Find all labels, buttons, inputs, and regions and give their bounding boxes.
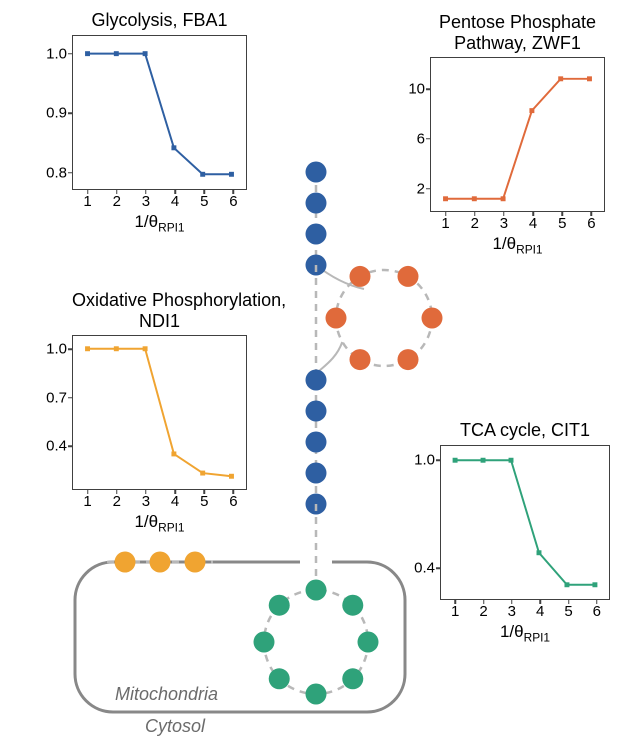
ytick-label: 6 bbox=[417, 130, 431, 147]
oxphos-plot: 1234560.40.71.0 bbox=[72, 335, 247, 490]
xtick-label: 5 bbox=[558, 211, 566, 232]
tca-title: TCA cycle, CIT1 bbox=[440, 420, 610, 441]
glycolysis-line bbox=[73, 36, 246, 189]
tca-xlabel: 1/θRPI1 bbox=[500, 622, 550, 644]
xtick-label: 1 bbox=[83, 489, 91, 510]
ytick-label: 1.0 bbox=[46, 341, 73, 358]
glycolysis-chart: Glycolysis, FBA1 1234560.80.91.0 1/θRPI1 bbox=[72, 10, 247, 190]
ppp-title: Pentose Phosphate Pathway, ZWF1 bbox=[430, 12, 605, 53]
xtick-label: 6 bbox=[587, 211, 595, 232]
oxphos-line bbox=[73, 336, 246, 489]
xtick-label: 4 bbox=[171, 189, 179, 210]
xtick-label: 4 bbox=[529, 211, 537, 232]
xtick-label: 5 bbox=[200, 189, 208, 210]
cytosol-label: Cytosol bbox=[145, 716, 205, 737]
ytick-label: 0.4 bbox=[46, 438, 73, 455]
xtick-label: 3 bbox=[142, 189, 150, 210]
ytick-label: 0.8 bbox=[46, 164, 73, 181]
mitochondria-label: Mitochondria bbox=[115, 684, 218, 705]
ytick-label: 1.0 bbox=[46, 45, 73, 62]
xtick-label: 3 bbox=[500, 211, 508, 232]
ppp-xlabel: 1/θRPI1 bbox=[492, 234, 542, 256]
xtick-label: 1 bbox=[451, 599, 459, 620]
figure-stage: Glycolysis, FBA1 1234560.80.91.0 1/θRPI1… bbox=[0, 0, 637, 744]
xtick-label: 2 bbox=[479, 599, 487, 620]
ppp-plot: 1234562610 bbox=[430, 57, 605, 212]
xtick-label: 3 bbox=[508, 599, 516, 620]
ytick-label: 10 bbox=[408, 81, 431, 98]
xtick-label: 6 bbox=[229, 489, 237, 510]
xtick-label: 2 bbox=[471, 211, 479, 232]
xtick-label: 6 bbox=[229, 189, 237, 210]
ytick-label: 0.4 bbox=[414, 560, 441, 577]
xtick-label: 1 bbox=[83, 189, 91, 210]
xtick-label: 2 bbox=[113, 189, 121, 210]
ytick-label: 2 bbox=[417, 180, 431, 197]
xtick-label: 1 bbox=[441, 211, 449, 232]
oxphos-chart: Oxidative Phosphorylation, NDI1 1234560.… bbox=[72, 290, 247, 490]
oxphos-xlabel: 1/θRPI1 bbox=[134, 512, 184, 534]
glycolysis-xlabel: 1/θRPI1 bbox=[134, 212, 184, 234]
tca-line bbox=[441, 446, 609, 599]
ytick-label: 0.7 bbox=[46, 389, 73, 406]
xtick-label: 3 bbox=[142, 489, 150, 510]
glycolysis-plot: 1234560.80.91.0 bbox=[72, 35, 247, 190]
tca-plot: 1234560.41.0 bbox=[440, 445, 610, 600]
xtick-label: 5 bbox=[200, 489, 208, 510]
oxphos-title: Oxidative Phosphorylation, NDI1 bbox=[72, 290, 247, 331]
xtick-label: 6 bbox=[593, 599, 601, 620]
ppp-line bbox=[431, 58, 604, 211]
xtick-label: 5 bbox=[564, 599, 572, 620]
tca-chart: TCA cycle, CIT1 1234560.41.0 1/θRPI1 bbox=[440, 420, 610, 600]
xtick-label: 4 bbox=[171, 489, 179, 510]
xtick-label: 2 bbox=[113, 489, 121, 510]
ytick-label: 0.9 bbox=[46, 105, 73, 122]
xtick-label: 4 bbox=[536, 599, 544, 620]
ppp-chart: Pentose Phosphate Pathway, ZWF1 12345626… bbox=[430, 12, 605, 212]
glycolysis-title: Glycolysis, FBA1 bbox=[72, 10, 247, 31]
ytick-label: 1.0 bbox=[414, 452, 441, 469]
